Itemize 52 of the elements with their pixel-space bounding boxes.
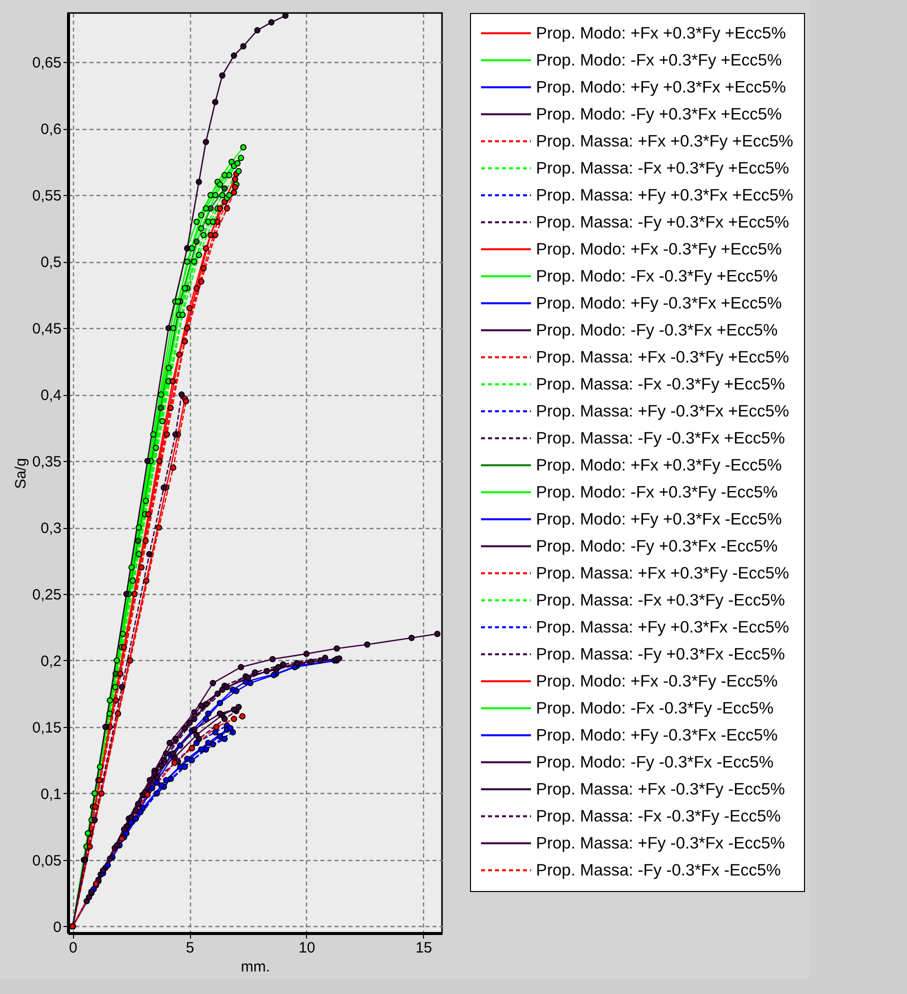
legend-label: Prop. Massa: +Fy -0.3*Fx -Ecc5%	[536, 834, 786, 852]
legend-label: Prop. Modo: +Fx -0.3*Fy +Ecc5%	[536, 240, 782, 258]
y-tick-label: 0,05	[32, 852, 62, 870]
legend-label: Prop. Massa: -Fy -0.3*Fx -Ecc5%	[536, 861, 782, 880]
y-tick-label: 0,15	[32, 719, 62, 736]
y-tick-label: 0,3	[40, 520, 62, 538]
legend-label: Prop. Modo: -Fy +0.3*Fx -Ecc5%	[536, 537, 778, 556]
legend-label: Prop. Massa: +Fy +0.3*Fx +Ecc5%	[536, 186, 794, 204]
legend-label: Prop. Modo: -Fx +0.3*Fy -Ecc5%	[536, 483, 778, 502]
y-tick-label: 0,1	[40, 786, 62, 803]
x-axis-title: mm.	[240, 958, 270, 976]
legend-label: Prop. Modo: +Fy +0.3*Fx -Ecc5%	[536, 510, 782, 528]
y-tick-label: 0,25	[32, 586, 62, 604]
legend-label: Prop. Modo: -Fx +0.3*Fy +Ecc5%	[536, 51, 782, 70]
legend-label: Prop. Massa: -Fy +0.3*Fx -Ecc5%	[536, 645, 786, 664]
legend-label: Prop. Massa: -Fy +0.3*Fx +Ecc5%	[536, 213, 790, 232]
legend-label: Prop. Massa: +Fx +0.3*Fy -Ecc5%	[536, 564, 790, 582]
y-tick-label: 0,2	[40, 652, 62, 670]
legend-label: Prop. Modo: -Fx -0.3*Fy +Ecc5%	[536, 267, 778, 286]
legend-label: Prop. Modo: +Fx -0.3*Fy -Ecc5%	[536, 672, 778, 690]
legend-label: Prop. Modo: +Fy -0.3*Fx -Ecc5%	[536, 726, 778, 744]
legend-label: Prop. Massa: -Fx +0.3*Fy -Ecc5%	[536, 591, 786, 610]
legend-label: Prop. Modo: -Fy -0.3*Fx +Ecc5%	[536, 321, 778, 340]
legend-label: Prop. Modo: -Fy +0.3*Fx +Ecc5%	[536, 105, 782, 124]
legend-label: Prop. Massa: +Fy -0.3*Fx +Ecc5%	[536, 402, 790, 420]
y-tick-label: 0,35	[32, 454, 62, 471]
legend-label: Prop. Massa: -Fx -0.3*Fy -Ecc5%	[536, 807, 782, 826]
legend-label: Prop. Massa: -Fy -0.3*Fx +Ecc5%	[536, 429, 786, 448]
x-tick-label: 5	[186, 940, 194, 956]
y-tick-label: 0,6	[40, 121, 62, 138]
y-tick-label: 0,65	[32, 54, 62, 72]
y-tick-label: 0,55	[32, 188, 62, 205]
legend-label: Prop. Modo: +Fx +0.3*Fy -Ecc5%	[536, 456, 782, 474]
x-tick-label: 15	[415, 940, 432, 956]
y-tick-label: 0	[53, 918, 62, 936]
legend-label: Prop. Modo: +Fx +0.3*Fy +Ecc5%	[536, 24, 786, 42]
legend-label: Prop. Massa: +Fx -0.3*Fy +Ecc5%	[536, 348, 790, 366]
legend-label: Prop. Modo: -Fx -0.3*Fy -Ecc5%	[536, 699, 774, 718]
legend-label: Prop. Massa: +Fy +0.3*Fx -Ecc5%	[536, 618, 790, 636]
y-tick-label: 0,4	[40, 387, 62, 404]
legend-label: Prop. Modo: -Fy -0.3*Fx -Ecc5%	[536, 753, 774, 772]
y-tick-label: 0,5	[40, 254, 62, 272]
x-tick-label: 0	[69, 940, 78, 956]
legend-label: Prop. Modo: +Fy -0.3*Fx +Ecc5%	[536, 294, 782, 312]
y-axis-title: Sa/g	[12, 458, 30, 489]
x-tick-label: 10	[298, 940, 316, 956]
legend-label: Prop. Massa: +Fx +0.3*Fy +Ecc5%	[536, 132, 794, 150]
y-tick-label: 0,45	[32, 320, 62, 338]
legend-label: Prop. Massa: -Fx -0.3*Fy +Ecc5%	[536, 375, 786, 394]
legend-label: Prop. Massa: -Fx +0.3*Fy +Ecc5%	[536, 159, 790, 178]
legend-label: Prop. Massa: +Fx -0.3*Fy -Ecc5%	[536, 780, 786, 798]
legend-label: Prop. Modo: +Fy +0.3*Fx +Ecc5%	[536, 78, 786, 96]
